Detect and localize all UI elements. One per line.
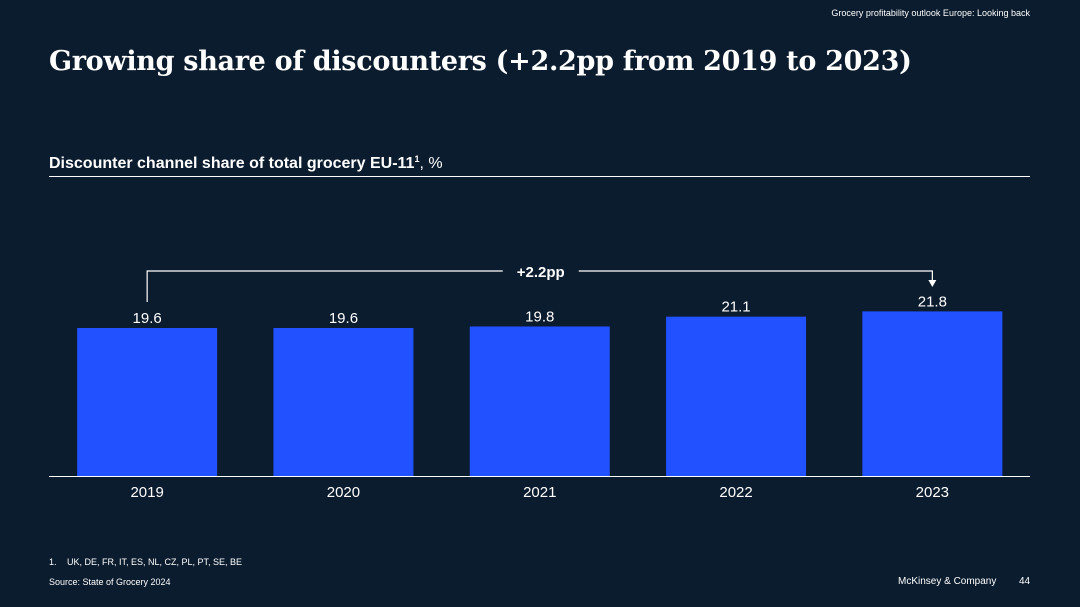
value-label-2019: 19.6 xyxy=(133,310,162,327)
chart-subtitle-main: Discounter channel share of total grocer… xyxy=(49,155,415,172)
source-note: Source: State of Grocery 2024 xyxy=(49,577,171,587)
value-label-2023: 21.8 xyxy=(918,293,947,310)
footnote-marker: 1 xyxy=(414,154,420,164)
annotation-bracket-left xyxy=(146,270,503,302)
slide-title: Growing share of discounters (+2.2pp fro… xyxy=(49,46,912,77)
bar-2020 xyxy=(273,328,414,476)
footnote-text: UK, DE, FR, IT, ES, NL, CZ, PL, PT, SE, … xyxy=(67,557,243,567)
category-label-2023: 2023 xyxy=(916,484,949,501)
annotation-arrowhead xyxy=(928,280,937,287)
bar-2021 xyxy=(469,326,610,476)
annotation-label: +2.2pp xyxy=(517,264,565,281)
value-label-2022: 21.1 xyxy=(721,299,750,316)
report-header-tag: Grocery profitability outlook Europe: Lo… xyxy=(831,8,1030,18)
value-label-2020: 19.6 xyxy=(329,310,358,327)
category-label-2021: 2021 xyxy=(523,484,556,501)
bar-2019 xyxy=(77,328,218,476)
value-label-2021: 19.8 xyxy=(525,308,554,325)
subtitle-divider xyxy=(49,176,1030,177)
chart-subtitle: Discounter channel share of total grocer… xyxy=(49,154,443,173)
footnote: 1. UK, DE, FR, IT, ES, NL, CZ, PL, PT, SE… xyxy=(49,557,242,567)
footnote-number: 1. xyxy=(49,557,57,567)
category-label-2022: 2022 xyxy=(719,484,752,501)
page-number: 44 xyxy=(1019,576,1031,587)
annotation-bracket-right xyxy=(578,270,933,281)
bar-2022 xyxy=(666,316,807,476)
brand-name: McKinsey & Company xyxy=(898,576,997,587)
category-label-2019: 2019 xyxy=(130,484,163,501)
chart-subtitle-unit: , % xyxy=(419,155,443,172)
bar-2023 xyxy=(862,311,1003,476)
category-label-2020: 2020 xyxy=(327,484,360,501)
